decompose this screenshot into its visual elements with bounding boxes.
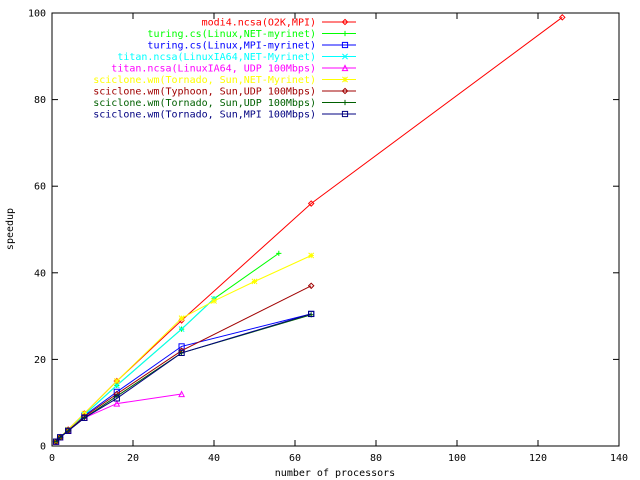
legend-entry-label: sciclone.wm(Typhoon, Sun,UDP 100Mbps) (93, 87, 316, 98)
series-layer (52, 14, 566, 445)
y-tick-label: 80 (34, 95, 46, 106)
legend-entry-marker (341, 110, 349, 118)
data-point (113, 382, 120, 389)
legend-entry-label: modi4.ncsa(O2K,MPI) (202, 18, 316, 29)
series-7 (52, 282, 315, 445)
legend-entry-label: sciclone.wm(Tornado, Sun,NET-Myrinet) (93, 75, 316, 86)
legend-entry-marker (342, 30, 348, 37)
legend: modi4.ncsa(O2K,MPI)turing.cs(Linux,NET-m… (93, 18, 356, 121)
y-axis-ticks: 0 20 40 60 80 100 (28, 9, 619, 453)
data-point (251, 278, 258, 285)
series-5 (52, 390, 186, 445)
legend-entry-marker (342, 99, 348, 106)
x-tick-label: 60 (289, 453, 301, 464)
data-point (178, 315, 185, 322)
data-point (178, 343, 185, 350)
legend-entry-label: titan.ncsa(LinuxIA64, UDP 100Mbps) (111, 64, 316, 75)
data-point (52, 438, 60, 445)
data-point (57, 434, 64, 441)
data-point (178, 326, 185, 333)
x-tick-label: 20 (127, 453, 139, 464)
data-point (113, 399, 121, 407)
y-axis-label: speedup (5, 208, 16, 250)
data-point (558, 14, 566, 21)
data-point (308, 252, 315, 259)
plot-frame (51, 12, 620, 447)
legend-entry-label: titan.ncsa(LinuxIA64,NET-Myrinet) (117, 52, 316, 63)
legend-entry-label: turing.cs(Linux,MPI-myrinet) (147, 41, 316, 52)
legend-entry-marker (342, 53, 348, 60)
series-9 (52, 310, 315, 445)
legend-entry-marker (341, 18, 349, 26)
legend-entry-marker (341, 41, 349, 49)
legend-entry-marker (341, 64, 349, 72)
data-point (307, 282, 315, 290)
data-point (276, 250, 282, 256)
data-point (211, 297, 217, 304)
y-tick-label: 0 (40, 442, 46, 453)
x-axis-ticks: 0 20 40 60 80 100 120 140 (49, 13, 628, 464)
legend-entry-marker (341, 87, 349, 95)
x-axis-label: number of processors (275, 468, 395, 479)
x-tick-label: 120 (529, 453, 547, 464)
data-point (113, 395, 120, 402)
x-tick-label: 40 (208, 453, 220, 464)
y-tick-label: 40 (34, 268, 46, 279)
legend-entry-label: sciclone.wm(Tornado, Sun,UDP 100Mbps) (93, 98, 316, 109)
x-tick-label: 100 (448, 453, 466, 464)
y-tick-label: 60 (34, 182, 46, 193)
legend-entry-label: turing.cs(Linux,NET-myrinet) (147, 29, 316, 40)
data-point (178, 390, 186, 398)
series-line (55, 313, 312, 443)
legend-entry-marker (342, 76, 348, 83)
data-point (307, 200, 315, 207)
y-tick-label: 20 (34, 355, 46, 366)
series-line (55, 285, 312, 443)
x-tick-label: 140 (610, 453, 628, 464)
data-point (65, 427, 72, 434)
data-point (308, 310, 315, 318)
data-point (81, 414, 88, 421)
series-line (55, 313, 312, 443)
data-point (178, 349, 185, 357)
data-point (113, 378, 120, 385)
x-tick-label: 80 (370, 453, 382, 464)
series-line (55, 314, 312, 443)
y-tick-label: 100 (28, 9, 46, 20)
legend-entry-label: sciclone.wm(Tornado, Sun,MPI 100Mbps) (93, 110, 316, 121)
series-8 (53, 312, 314, 445)
x-tick-label: 0 (49, 453, 55, 464)
